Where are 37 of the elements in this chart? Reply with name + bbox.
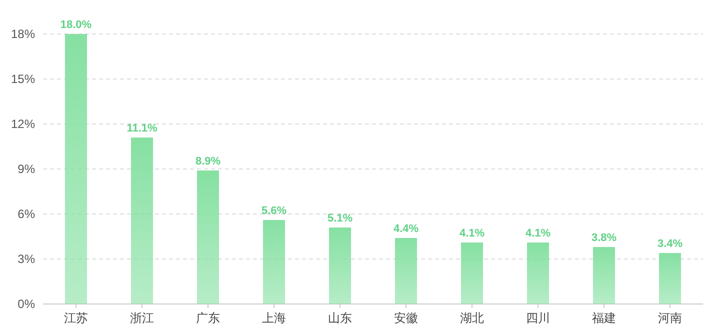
x-tick-label: 江苏 xyxy=(64,311,88,325)
x-tick-label: 四川 xyxy=(526,311,550,325)
data-label: 5.1% xyxy=(327,212,353,224)
x-tick-label: 广东 xyxy=(196,311,220,325)
data-label: 18.0% xyxy=(60,19,92,31)
bar xyxy=(65,34,87,304)
y-tick-label: 12% xyxy=(10,117,36,131)
y-tick-label: 6% xyxy=(18,207,36,221)
bar xyxy=(461,242,483,304)
data-label: 3.8% xyxy=(591,232,617,244)
y-tick-label: 9% xyxy=(18,162,36,176)
data-label: 11.1% xyxy=(126,122,158,134)
x-tick-label: 上海 xyxy=(262,311,286,325)
bar xyxy=(659,253,681,304)
bar xyxy=(263,220,285,304)
bar xyxy=(593,247,615,304)
data-label: 4.1% xyxy=(525,228,551,240)
y-tick-label: 0% xyxy=(18,297,36,311)
bar xyxy=(395,238,417,304)
y-tick-label: 3% xyxy=(18,252,36,266)
x-tick-label: 安徽 xyxy=(394,311,418,325)
data-label: 4.1% xyxy=(459,228,485,240)
x-tick-label: 河南 xyxy=(658,311,682,325)
bar xyxy=(329,228,351,304)
x-tick-label: 福建 xyxy=(592,311,616,325)
bar xyxy=(131,138,153,304)
y-tick-label: 15% xyxy=(10,72,36,86)
data-label: 3.4% xyxy=(657,238,683,250)
data-label: 4.4% xyxy=(393,223,419,235)
bar xyxy=(197,170,219,304)
x-tick-label: 浙江 xyxy=(130,311,154,325)
x-tick-label: 湖北 xyxy=(460,311,484,325)
bar xyxy=(527,242,549,304)
data-label: 5.6% xyxy=(261,205,287,217)
x-tick-label: 山东 xyxy=(328,311,352,325)
data-label: 8.9% xyxy=(195,156,221,168)
y-tick-label: 18% xyxy=(10,27,36,41)
